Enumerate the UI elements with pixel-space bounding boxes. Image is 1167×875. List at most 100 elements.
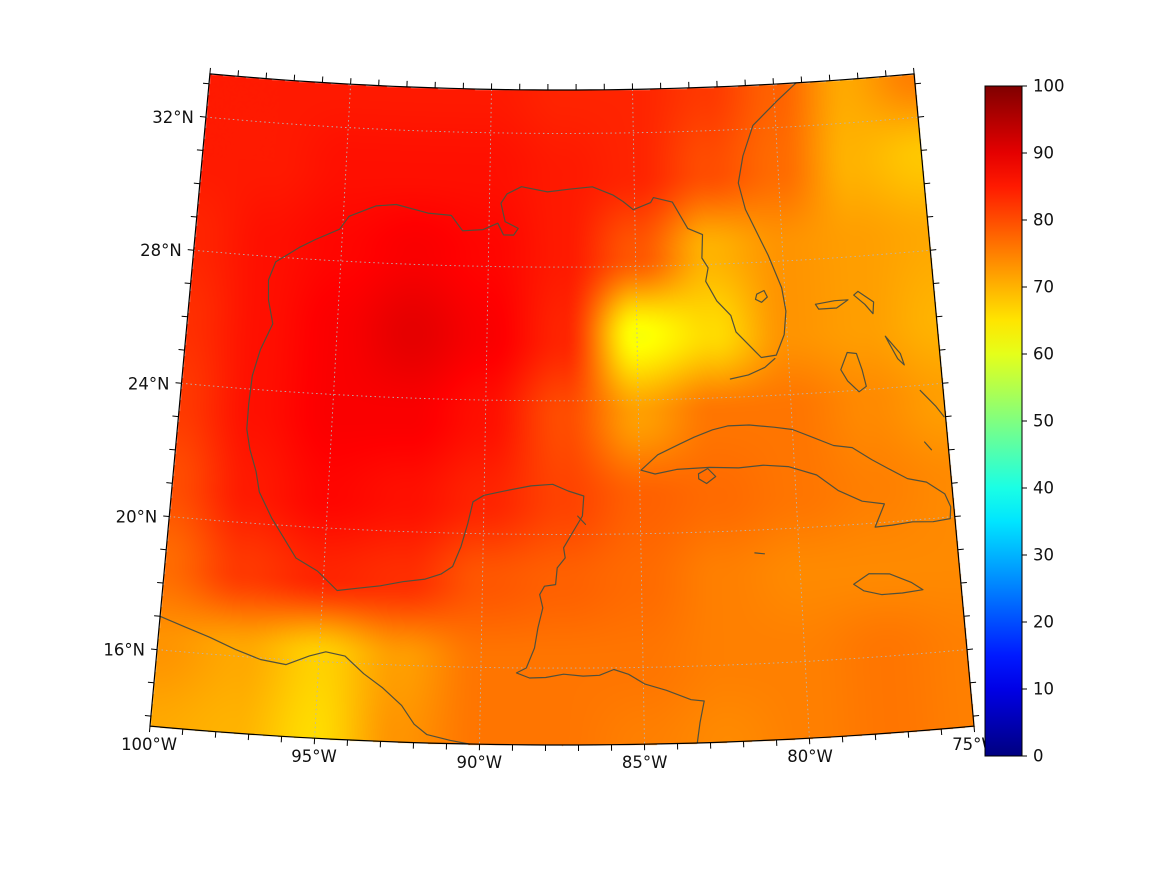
graticule-meridian	[632, 89, 645, 745]
axis-tick	[973, 715, 980, 717]
colorbar-tick-label: 40	[1033, 479, 1054, 498]
axis-tick	[936, 315, 943, 318]
x-tick-label: 90°W	[457, 753, 503, 772]
axis-tick	[190, 215, 197, 218]
coastline-grand_bahama	[814, 299, 849, 310]
axis-tick	[948, 448, 955, 451]
axis-tick	[966, 648, 974, 651]
colorbar-tick-label: 100	[1033, 77, 1065, 96]
colorbar-tick-label: 0	[1033, 747, 1044, 766]
x-axis-labels: 100°W95°W 90°W 85°W 80°W75°W	[121, 735, 998, 772]
x-tick-label: 100°W	[121, 735, 177, 754]
colorbar-tick-label: 50	[1033, 412, 1054, 431]
y-tick-label: 16°N	[103, 641, 145, 660]
graticule-parallel	[193, 249, 931, 268]
graticule	[156, 84, 968, 745]
coastline-eleuthera	[884, 335, 905, 366]
coastlines	[159, 82, 952, 745]
coastline-andros	[840, 351, 867, 393]
axis-tick	[172, 415, 179, 418]
axis-tick	[175, 382, 182, 384]
axis-tick	[957, 548, 964, 551]
y-tick-label: 20°N	[116, 508, 158, 527]
axis-tick	[960, 581, 967, 584]
graticule-parallel	[181, 382, 943, 402]
coastline-lake_okeechobee	[754, 289, 768, 303]
axis-tick	[148, 726, 151, 733]
axis-tick	[144, 715, 151, 717]
map-frame	[149, 73, 975, 746]
axis-tick	[963, 615, 970, 617]
y-tick-label: 24°N	[128, 374, 170, 393]
coastline-cayman	[754, 552, 765, 555]
x-tick-label: 95°W	[291, 747, 337, 766]
graticule-meridian	[772, 84, 810, 739]
coastline-exuma_long_island	[919, 389, 945, 418]
axis-tick	[884, 70, 887, 77]
axis-tick	[163, 515, 170, 517]
axis-tick	[933, 282, 940, 284]
axis-ticks	[144, 67, 980, 752]
axis-tick	[237, 70, 240, 77]
axis-tick	[202, 82, 210, 85]
axis-tick	[209, 67, 211, 74]
y-axis-labels: 16°N 20°N 24°N 28°N 32°N	[103, 108, 194, 660]
y-tick-label: 32°N	[152, 108, 194, 127]
axis-tick	[939, 349, 946, 351]
axis-tick	[187, 249, 194, 251]
axis-tick	[147, 681, 154, 684]
axis-tick	[150, 648, 158, 651]
coastline-cuba	[640, 424, 952, 528]
colorbar-tick-label: 90	[1033, 144, 1054, 163]
coastline-florida_keys	[729, 357, 776, 380]
axis-tick	[169, 448, 176, 451]
coastline-ragged_islands	[924, 441, 933, 451]
axis-tick	[918, 116, 925, 118]
coastline-abaco	[853, 290, 875, 315]
axis-tick	[924, 182, 931, 185]
axis-tick	[166, 482, 173, 484]
colorbar-tick-label: 60	[1033, 345, 1054, 364]
axis-tick	[154, 615, 161, 617]
axis-tick	[178, 349, 185, 351]
axis-tick	[945, 415, 952, 418]
axis-tick	[942, 382, 949, 384]
axis-tick	[940, 728, 943, 736]
graticule-meridian	[479, 89, 492, 745]
coastline-isla_juventud	[697, 467, 717, 485]
axis-tick	[954, 515, 961, 517]
axis-tick	[157, 581, 164, 584]
axis-tick	[181, 315, 188, 318]
coastline-pacific_coast	[159, 615, 471, 745]
axis-tick	[160, 548, 167, 551]
colorbar-gradient	[984, 85, 1023, 757]
x-tick-label: 80°W	[787, 747, 833, 766]
axis-tick	[973, 726, 976, 733]
colorbar-tick-label: 20	[1033, 613, 1054, 632]
map-boundary	[149, 73, 975, 746]
colorbar-tick-label: 10	[1033, 680, 1054, 699]
graticule-meridian	[314, 84, 352, 739]
coastline-mainland	[246, 82, 797, 744]
x-tick-label: 85°W	[622, 753, 668, 772]
axis-tick	[199, 116, 206, 118]
colorbar-tick-label: 70	[1033, 278, 1054, 297]
axis-tick	[184, 282, 191, 284]
graticule-parallel	[156, 649, 968, 669]
coastline-jamaica	[853, 573, 924, 596]
axis-tick	[930, 249, 937, 251]
axis-tick	[921, 149, 928, 151]
graticule-parallel	[205, 116, 919, 134]
axis-tick	[193, 182, 200, 185]
axis-tick	[970, 681, 977, 684]
axis-tick	[913, 67, 915, 74]
colorbar-tick-label: 80	[1033, 211, 1054, 230]
axis-tick	[927, 215, 934, 218]
coastline-cozumel	[577, 515, 587, 525]
axis-tick	[951, 482, 958, 484]
y-tick-label: 28°N	[140, 241, 182, 260]
axis-tick	[914, 82, 922, 85]
